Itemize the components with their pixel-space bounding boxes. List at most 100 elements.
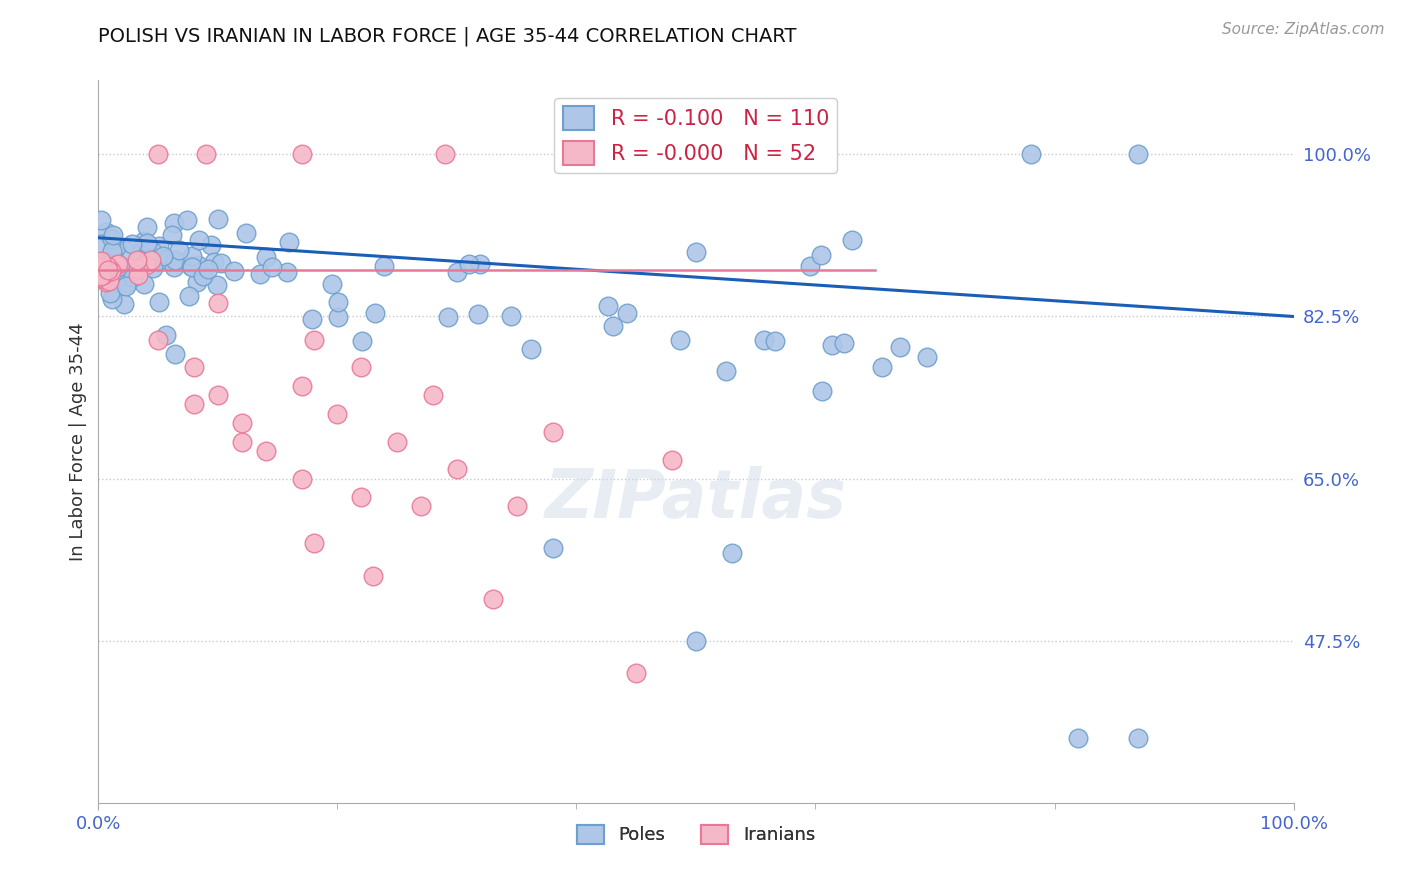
- Point: [626, 666, 648, 681]
- Point: [90, 253, 112, 268]
- Point: [112, 297, 135, 311]
- Point: [350, 360, 373, 375]
- Point: [302, 333, 325, 347]
- Point: [90, 259, 112, 273]
- Legend: Poles, Iranians: Poles, Iranians: [569, 818, 823, 852]
- Point: [669, 334, 692, 348]
- Point: [148, 295, 170, 310]
- Point: [1128, 731, 1150, 745]
- Point: [104, 258, 127, 272]
- Point: [231, 416, 253, 430]
- Point: [122, 270, 145, 285]
- Point: [385, 434, 409, 449]
- Point: [721, 546, 744, 560]
- Point: [101, 292, 124, 306]
- Point: [616, 306, 638, 320]
- Point: [541, 425, 564, 440]
- Point: [661, 453, 683, 467]
- Point: [870, 360, 893, 375]
- Point: [1067, 731, 1090, 745]
- Point: [141, 252, 163, 267]
- Point: [763, 334, 786, 349]
- Text: ZIPatlas: ZIPatlas: [546, 467, 846, 533]
- Point: [364, 306, 387, 320]
- Point: [163, 216, 186, 230]
- Point: [148, 333, 170, 347]
- Point: [125, 253, 148, 268]
- Point: [411, 500, 433, 514]
- Point: [326, 294, 349, 309]
- Point: [458, 257, 481, 271]
- Point: [115, 276, 138, 290]
- Point: [249, 267, 271, 281]
- Point: [163, 260, 186, 274]
- Point: [202, 254, 225, 268]
- Point: [181, 249, 204, 263]
- Point: [291, 379, 314, 393]
- Point: [602, 319, 624, 334]
- Point: [101, 232, 124, 246]
- Point: [183, 397, 205, 411]
- Point: [101, 249, 124, 263]
- Point: [468, 257, 491, 271]
- Point: [91, 264, 114, 278]
- Point: [422, 388, 444, 402]
- Point: [152, 249, 174, 263]
- Point: [176, 212, 198, 227]
- Point: [169, 244, 191, 258]
- Point: [915, 350, 938, 364]
- Point: [301, 311, 323, 326]
- Point: [186, 276, 208, 290]
- Point: [163, 347, 186, 361]
- Point: [114, 244, 136, 258]
- Point: [98, 286, 121, 301]
- Point: [302, 536, 325, 550]
- Point: [114, 279, 136, 293]
- Point: [141, 244, 163, 258]
- Point: [97, 260, 120, 275]
- Point: [90, 268, 112, 283]
- Point: [186, 258, 208, 272]
- Point: [91, 268, 114, 282]
- Point: [1128, 147, 1150, 161]
- Point: [91, 260, 114, 275]
- Point: [207, 295, 229, 310]
- Point: [260, 260, 283, 274]
- Point: [96, 275, 118, 289]
- Point: [685, 633, 707, 648]
- Point: [96, 259, 118, 273]
- Point: [94, 255, 117, 269]
- Point: [235, 226, 257, 240]
- Point: [90, 236, 112, 251]
- Point: [180, 260, 202, 274]
- Point: [97, 266, 120, 280]
- Point: [467, 307, 489, 321]
- Point: [187, 233, 209, 247]
- Point: [104, 257, 127, 271]
- Point: [541, 541, 564, 555]
- Point: [326, 407, 349, 421]
- Point: [200, 237, 222, 252]
- Point: [810, 248, 832, 262]
- Point: [193, 269, 215, 284]
- Point: [841, 233, 863, 247]
- Y-axis label: In Labor Force | Age 35-44: In Labor Force | Age 35-44: [69, 322, 87, 561]
- Point: [207, 277, 229, 292]
- Point: [105, 240, 128, 254]
- Point: [96, 225, 118, 239]
- Point: [97, 263, 120, 277]
- Point: [291, 472, 314, 486]
- Point: [142, 261, 165, 276]
- Point: [321, 277, 343, 291]
- Point: [1019, 147, 1042, 161]
- Point: [136, 251, 159, 265]
- Point: [197, 262, 219, 277]
- Point: [136, 220, 159, 235]
- Point: [127, 262, 149, 277]
- Point: [93, 272, 115, 286]
- Point: [163, 253, 186, 268]
- Point: [373, 259, 395, 273]
- Point: [107, 257, 129, 271]
- Point: [434, 147, 457, 161]
- Point: [100, 264, 122, 278]
